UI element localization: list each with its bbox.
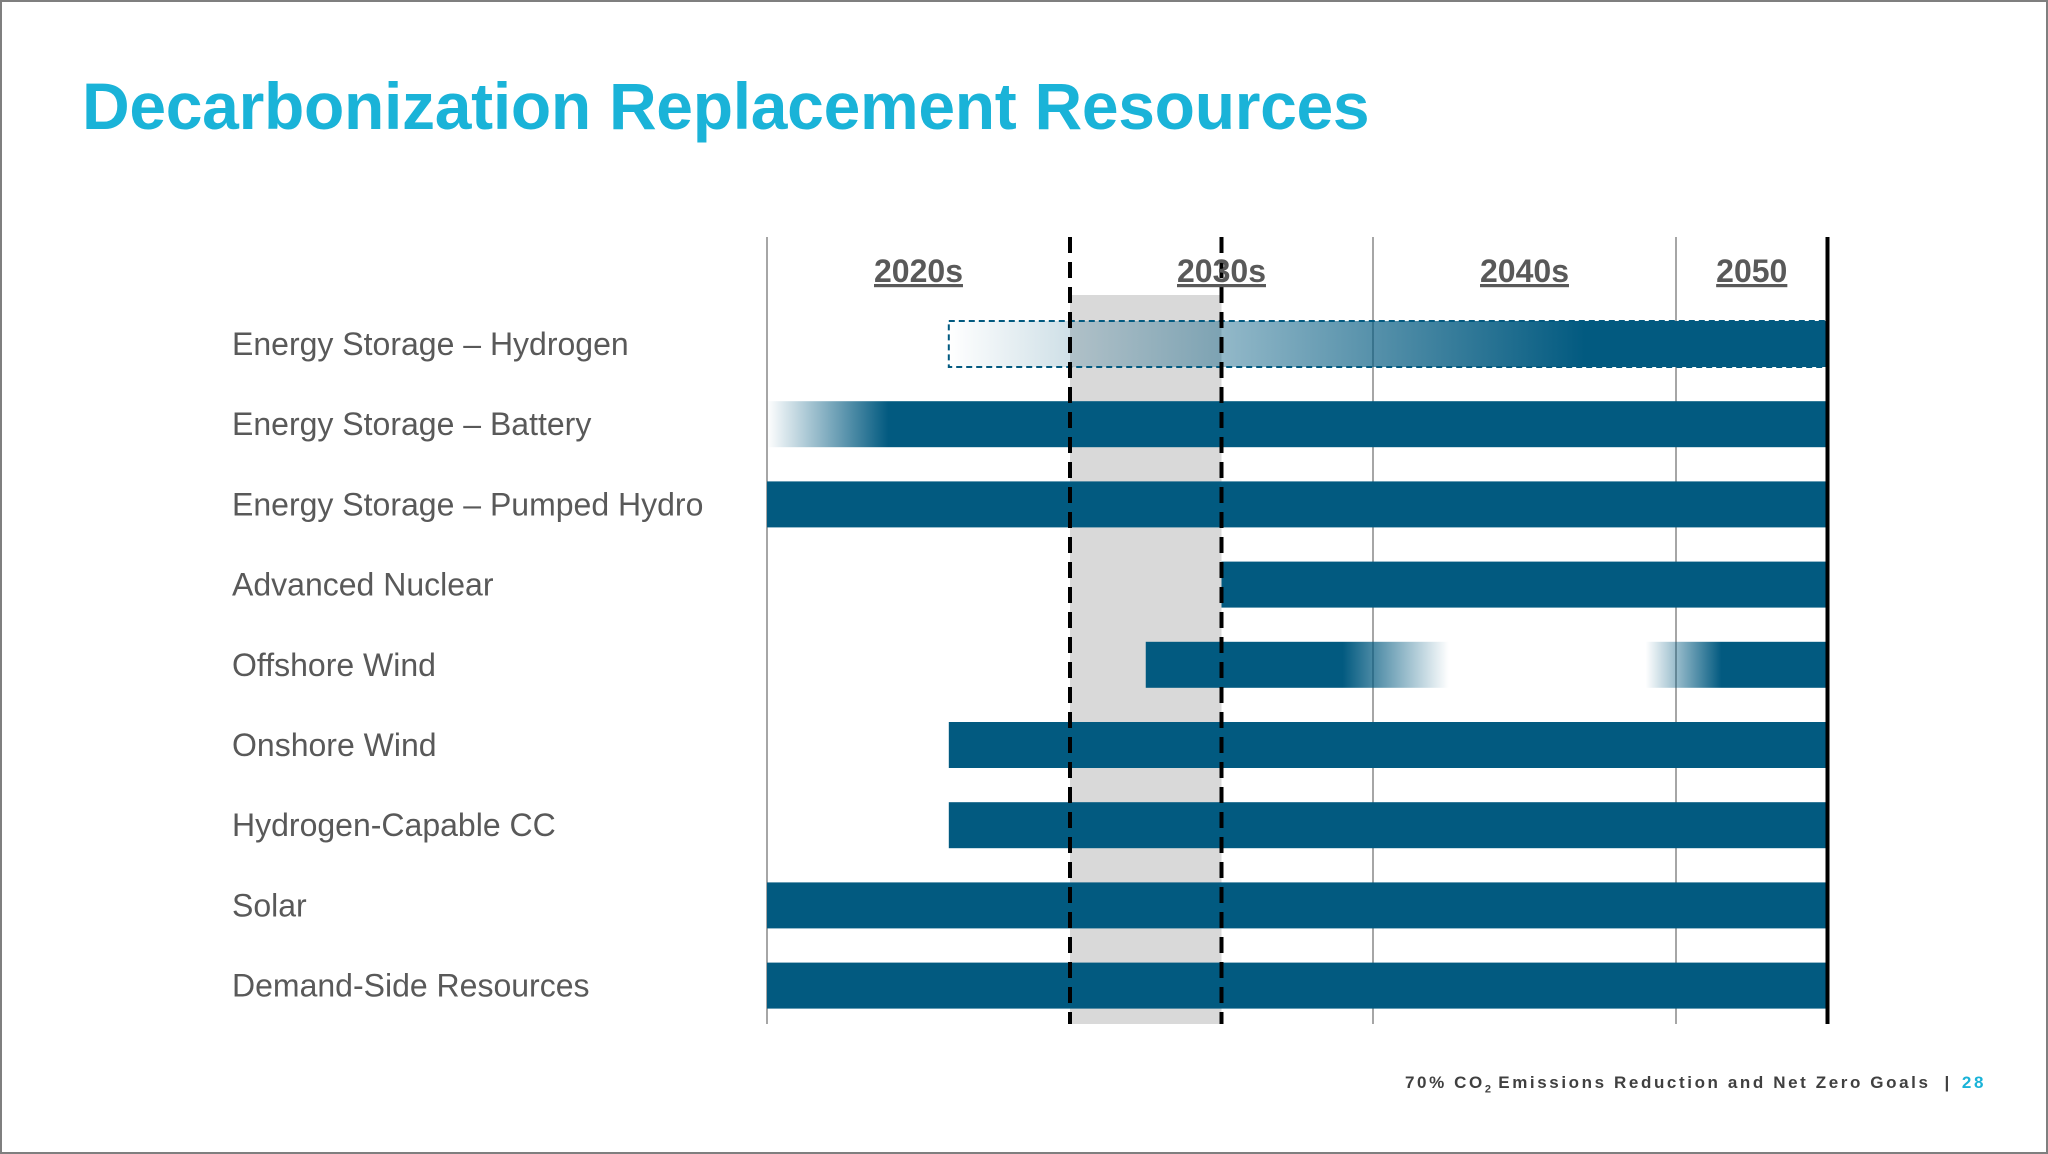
footer-text-b: Emissions Reduction and Net Zero Goals <box>1490 1073 1931 1092</box>
row-label: Demand-Side Resources <box>232 968 590 1004</box>
period-label-2030s: 2030s <box>1177 253 1266 289</box>
period-label-2020s: 2020s <box>874 253 963 289</box>
timeline-bar <box>1645 641 1828 688</box>
row-label: Solar <box>232 887 307 923</box>
footer-text-a: 70% CO <box>1404 1073 1485 1092</box>
row-label: Onshore Wind <box>232 727 437 763</box>
period-label-2040s: 2040s <box>1480 253 1569 289</box>
label-layer: 2020s 2030s 2040s 2050 Energy Storage – Hydr… <box>232 253 1787 1004</box>
row-label: Energy Storage – Battery <box>232 406 591 442</box>
footer-separator: | <box>1944 1073 1952 1092</box>
timeline-bar <box>767 401 1828 448</box>
timeline-bar <box>767 481 1828 528</box>
timeline-bar <box>767 882 1828 929</box>
row-label: Hydrogen-Capable CC <box>232 807 556 843</box>
timeline-bar <box>948 722 1828 768</box>
footer-subscript: 2 <box>1484 1083 1491 1096</box>
row-label: Offshore Wind <box>232 647 436 683</box>
row-label: Advanced Nuclear <box>232 567 494 603</box>
row-label: Energy Storage – Pumped Hydro <box>232 486 703 522</box>
row-label: Energy Storage – Hydrogen <box>232 326 629 362</box>
timeline-bar <box>948 321 1828 367</box>
page-number: 28 <box>1961 1073 1986 1092</box>
dashed-line-layer <box>1068 237 1830 1024</box>
timeline-bar <box>767 962 1828 1009</box>
slide-title: Decarbonization Replacement Resources <box>82 69 1370 143</box>
footer: 70% CO2 Emissions Reduction and Net Zero… <box>1405 1073 1986 1095</box>
period-label-2050: 2050 <box>1716 253 1787 289</box>
timeline-bar <box>948 802 1828 849</box>
timeline-bar <box>1145 641 1449 688</box>
timeline-bar <box>1221 561 1828 608</box>
bar-layer <box>767 320 1829 1009</box>
